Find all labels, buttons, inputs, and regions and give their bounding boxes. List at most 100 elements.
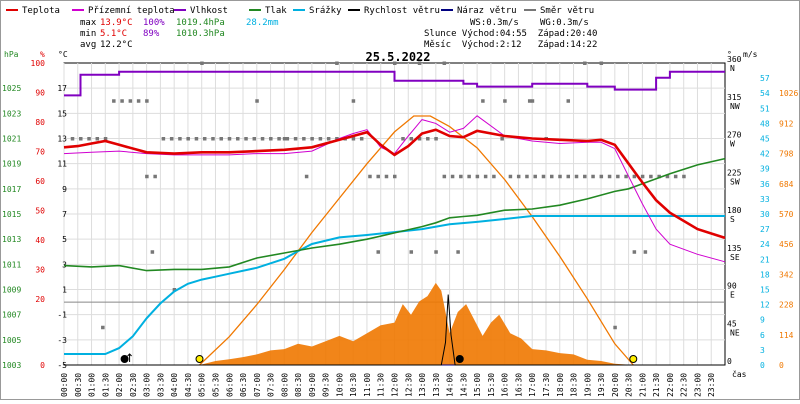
tick-label-temperature: 5 (62, 235, 67, 244)
wind-direction-point (530, 99, 535, 103)
tick-label-pressure: 1013 (2, 235, 21, 244)
wind-direction-point (467, 174, 471, 179)
tick-label-pressure: 1017 (2, 185, 21, 194)
series-pressure-line (63, 157, 726, 272)
wind-direction-point (574, 174, 579, 179)
stat-rain-total: 28.2mm (246, 18, 279, 28)
wind-direction-point (417, 137, 422, 141)
tick-label-wind-speed: 42 (760, 150, 770, 159)
legend-label: Náraz větru (457, 6, 517, 16)
wind-direction-point (145, 99, 149, 103)
tick-label-wind-dir: 135 (727, 244, 742, 253)
wind-direction-point (393, 174, 397, 179)
tick-label-temperature: 15 (57, 109, 67, 118)
tick-label-time: 09:00 (308, 373, 317, 397)
wind-direction-point (368, 174, 372, 179)
wind-direction-point (591, 174, 595, 179)
wind-direction-point (481, 99, 485, 103)
tick-label-time: 07:30 (267, 373, 276, 397)
axis-unit-wind-dir: ° (727, 50, 732, 59)
stat-max-temp: 13.9°C (100, 18, 133, 28)
tick-label-wind-compass: NE (730, 328, 740, 337)
wind-direction-point (260, 137, 265, 141)
wind-direction-point (566, 99, 571, 103)
tick-label-time: 22:30 (680, 373, 689, 397)
wind-direction-point (657, 174, 661, 179)
sunrise-marker (195, 355, 204, 363)
tick-label-time: 01:30 (101, 373, 110, 397)
plot-area (63, 61, 726, 366)
stat-avg-temp: 12.2°C (100, 40, 133, 50)
stat-max-hum: 100% (143, 18, 165, 28)
tick-label-humidity: 80 (35, 118, 45, 127)
wind-direction-point (95, 137, 100, 141)
wind-direction-point (304, 174, 309, 179)
wind-direction-point (508, 174, 513, 179)
wind-direction-point (145, 174, 149, 179)
tick-label-time: 02:30 (129, 373, 138, 397)
stat-moon: Měsíc Východ:2:12 Západ:14:22 (424, 40, 597, 50)
wind-direction-point (282, 137, 287, 141)
tick-label-temperature: -3 (57, 336, 67, 345)
wind-direction-point (492, 174, 496, 179)
wind-direction-point (211, 137, 215, 141)
tick-label-time: 12:00 (391, 373, 400, 397)
wind-direction-point (335, 137, 339, 141)
stat-max-press: 1019.4hPa (176, 18, 225, 28)
tick-label-time: 06:30 (239, 373, 248, 397)
tick-label-humidity: 50 (35, 207, 45, 216)
wind-direction-point (624, 174, 628, 179)
sunset-marker (629, 355, 638, 363)
stat-max-label: max (80, 18, 97, 28)
wind-direction-point (326, 137, 331, 141)
tick-label-solar: 912 (779, 119, 794, 128)
tick-label-time: 17:00 (528, 373, 537, 397)
wind-direction-point (434, 137, 438, 141)
tick-label-time: 03:00 (143, 373, 152, 397)
wind-direction-point (401, 137, 405, 141)
series-temperature-line (63, 128, 726, 240)
series-solar-curve (199, 115, 634, 366)
tick-label-time: 20:00 (611, 373, 620, 397)
wind-direction-point (202, 137, 207, 141)
series-feels-like-line (63, 115, 726, 263)
legend: Teplota Přízemní teplota Vlhkost Tlak Srážky… (6, 6, 594, 16)
tick-label-temperature: -1 (57, 311, 67, 320)
tick-label-temperature: 11 (57, 160, 67, 169)
stat-wind-gust: WG:0.3m/s (540, 18, 589, 28)
tick-label-temperature: -5 (57, 361, 67, 370)
tick-label-time: 04:30 (184, 373, 193, 397)
tick-label-time: 05:30 (211, 373, 220, 397)
tick-label-time: 06:00 (225, 373, 234, 397)
tick-label-wind-speed: 51 (760, 104, 770, 113)
wind-direction-point (112, 99, 116, 103)
legend-label: Srážky (309, 6, 342, 16)
chart-date-title: 25.5.2022 (365, 50, 430, 64)
wind-direction-point (236, 137, 240, 141)
tick-label-wind-speed: 30 (760, 210, 770, 219)
tick-label-temperature: 7 (62, 210, 67, 219)
wind-direction-point (599, 61, 604, 65)
axes: 1003100510071009101110131015101710191021… (2, 50, 798, 397)
tick-label-wind-speed: 27 (760, 225, 770, 234)
tick-label-time: 04:00 (170, 373, 179, 397)
wind-direction-point (359, 137, 364, 141)
tick-label-wind-speed: 39 (760, 165, 770, 174)
tick-label-time: 14:30 (459, 373, 468, 397)
stat-min-temp: 5.1°C (100, 29, 127, 39)
tick-label-time: 13:30 (432, 373, 441, 397)
stat-wind-speed: WS:0.3m/s (470, 18, 519, 28)
wind-direction-point (613, 325, 617, 330)
tick-label-wind-speed: 18 (760, 270, 770, 279)
tick-label-solar: 228 (779, 301, 794, 310)
tick-label-temperature: 1 (62, 286, 67, 295)
wind-direction-point (153, 174, 157, 179)
wind-direction-point (384, 174, 389, 179)
tick-label-wind-speed: 45 (760, 135, 770, 144)
wind-direction-point (244, 137, 248, 141)
wind-direction-point (103, 137, 108, 141)
tick-label-solar: 456 (779, 240, 794, 249)
tick-label-pressure: 1021 (2, 135, 21, 144)
